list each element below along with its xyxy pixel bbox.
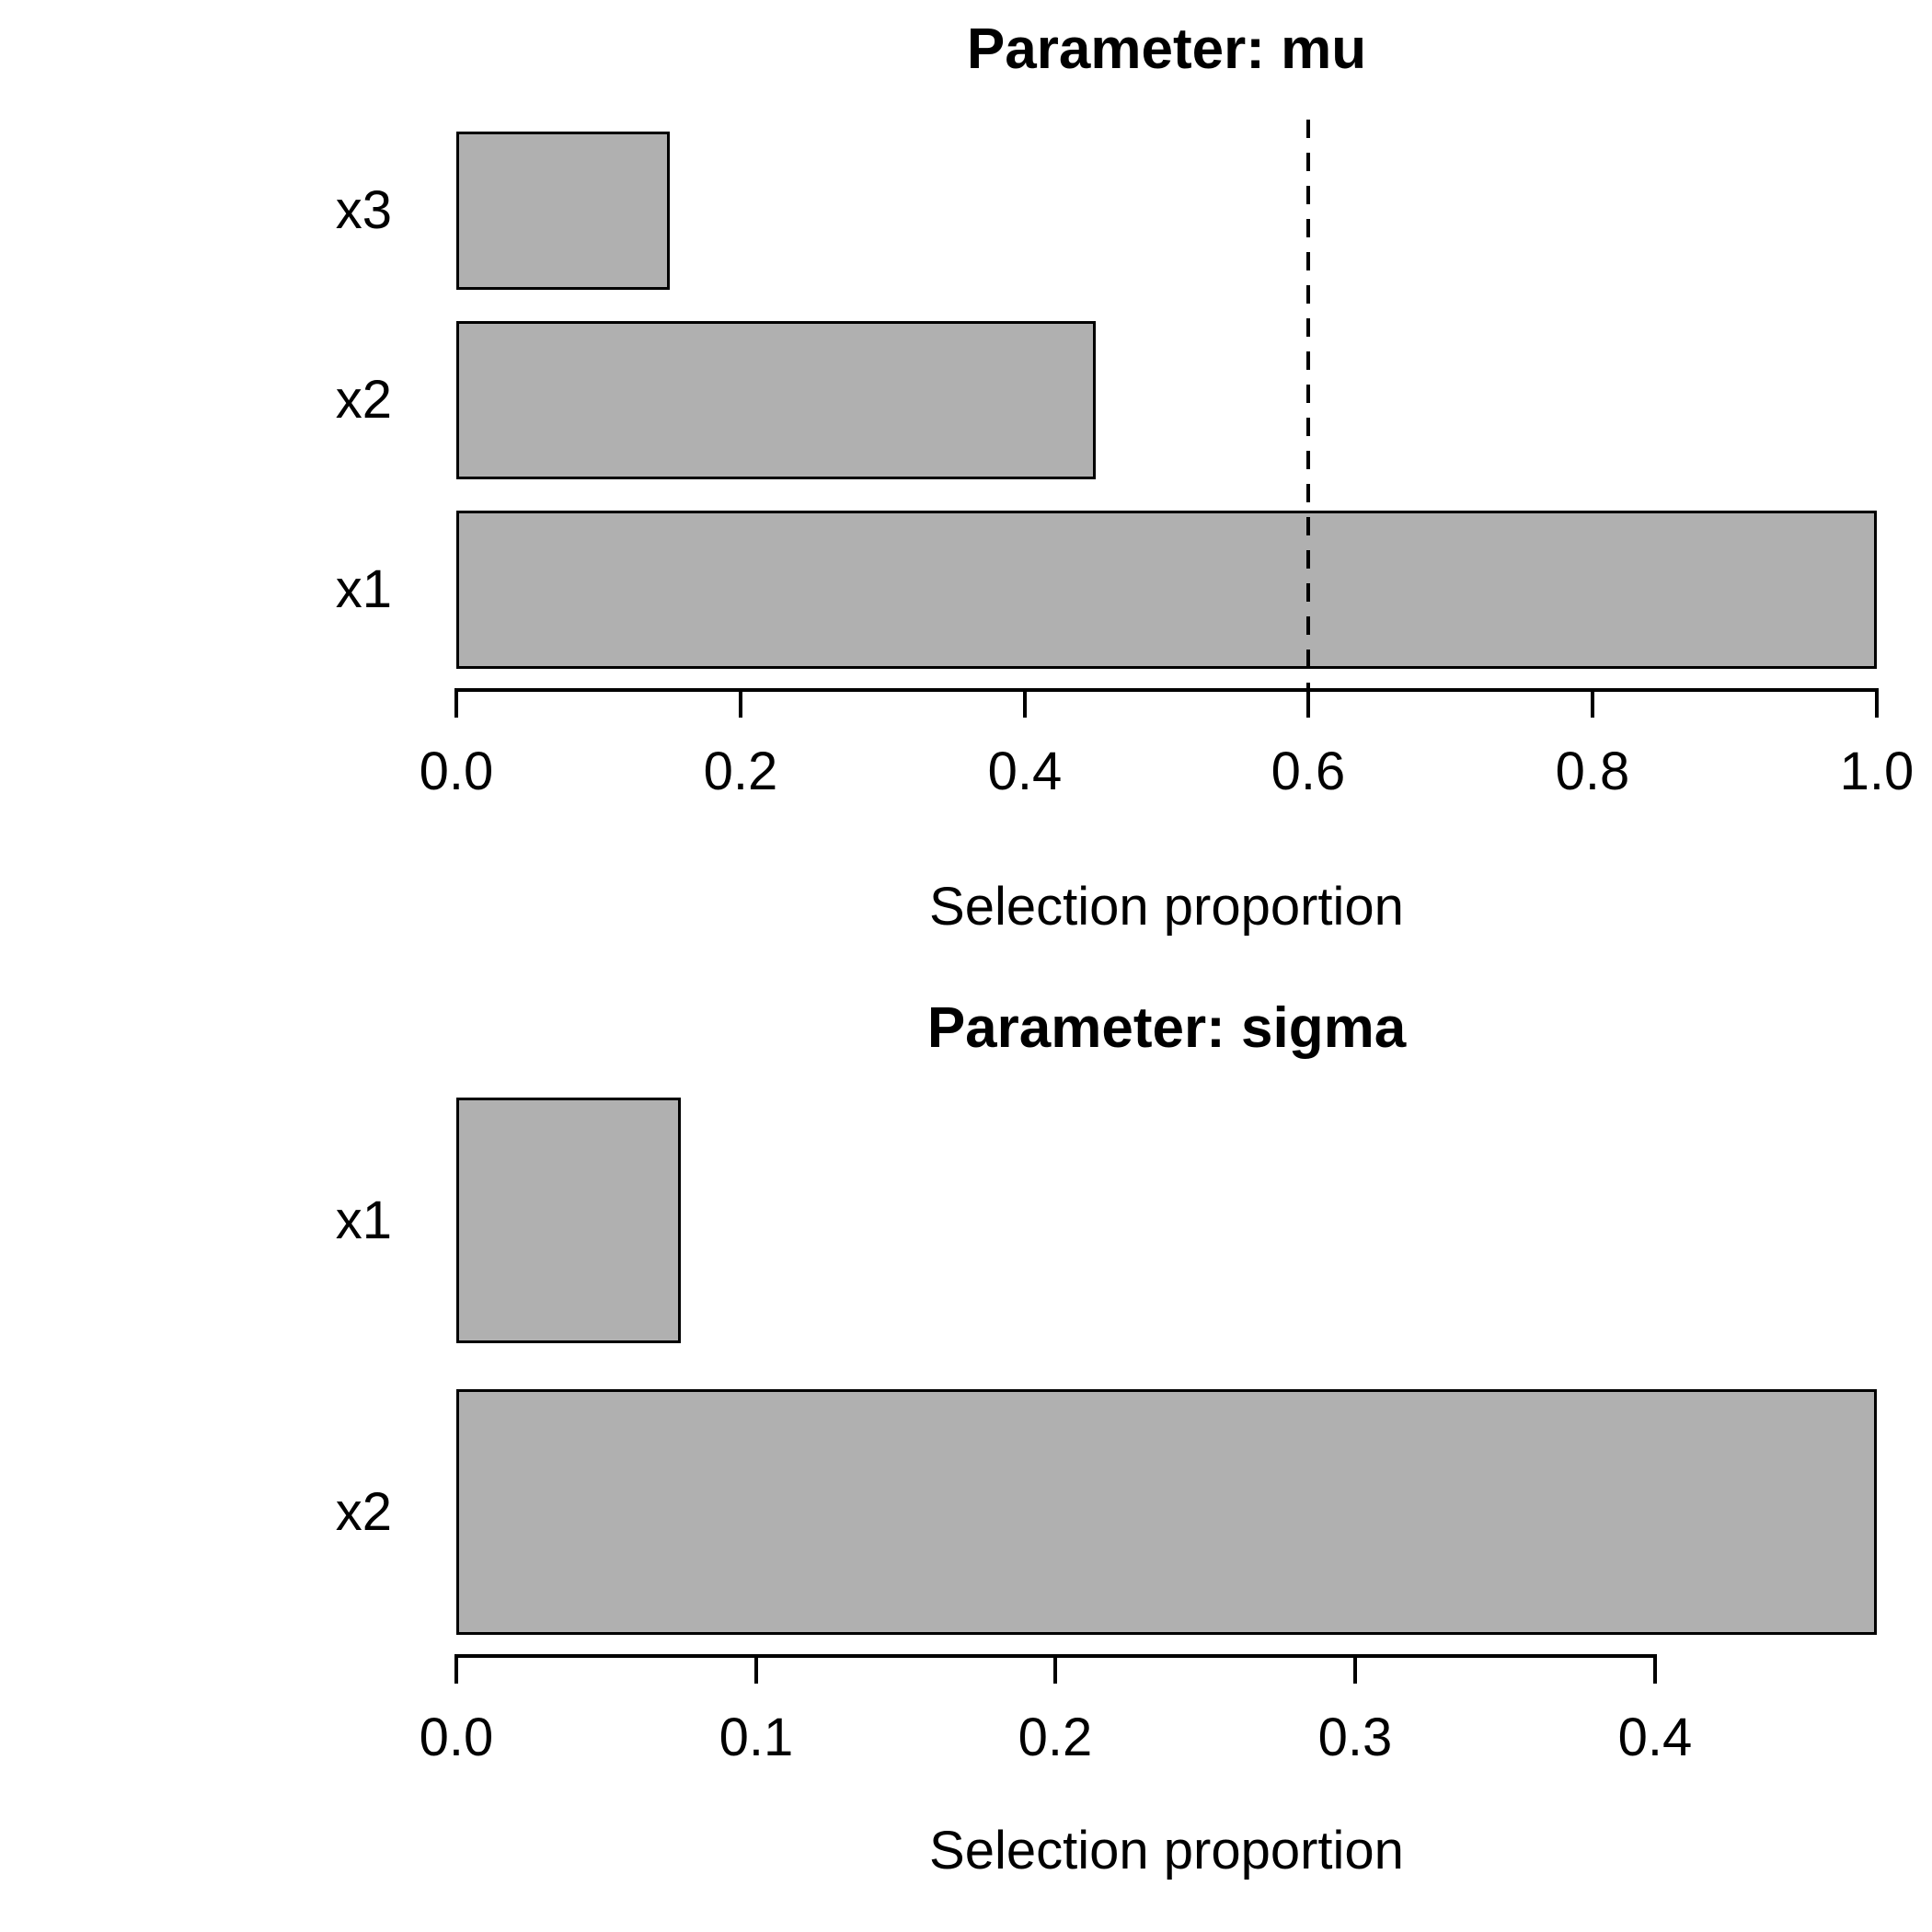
bar-mu-x1 [456, 511, 1877, 669]
bar-sigma-x2 [456, 1389, 1877, 1635]
x-axis-tick-label: 0.4 [1617, 1708, 1693, 1767]
bar-label-x2: x2 [335, 370, 392, 430]
x-axis-tick [1591, 688, 1594, 718]
x-axis-line [454, 688, 1879, 692]
bar-mu-x3 [456, 132, 670, 290]
x-axis-tick-label: 0.2 [1018, 1708, 1093, 1767]
bar-sigma-x1 [456, 1098, 681, 1343]
threshold-dashed-line [1306, 120, 1310, 690]
x-axis-tick-label: 1.0 [1839, 742, 1915, 801]
x-axis-tick-label: 0.4 [987, 742, 1063, 801]
bar-label-x1: x1 [335, 559, 392, 619]
x-axis-tick [754, 1654, 758, 1684]
bar-label-x2: x2 [335, 1482, 392, 1542]
x-axis-tick-label: 0.6 [1271, 742, 1346, 801]
x-axis-tick-label: 0.0 [419, 1708, 494, 1767]
x-axis-tick-label: 0.0 [419, 742, 494, 801]
x-axis-tick [1023, 688, 1027, 718]
x-axis-tick [1053, 1654, 1057, 1684]
bar-label-x3: x3 [335, 180, 392, 240]
chart-mu-title: Parameter: mu [966, 17, 1367, 81]
x-axis-tick-label: 0.8 [1555, 742, 1630, 801]
x-axis-tick-label: 0.2 [703, 742, 778, 801]
x-axis-tick [1353, 1654, 1357, 1684]
bar-label-x1: x1 [335, 1190, 392, 1250]
chart-sigma-title: Parameter: sigma [926, 996, 1407, 1060]
x-axis-tick [1653, 1654, 1657, 1684]
x-axis-tick [454, 688, 458, 718]
chart-sigma-x-axis-label: Selection proportion [929, 1821, 1404, 1880]
x-axis-tick [1306, 688, 1310, 718]
x-axis-tick [739, 688, 742, 718]
x-axis-tick [454, 1654, 458, 1684]
x-axis-tick-label: 0.3 [1317, 1708, 1393, 1767]
x-axis-tick-label: 0.1 [719, 1708, 794, 1767]
x-axis-tick [1875, 688, 1879, 718]
bar-mu-x2 [456, 321, 1096, 479]
chart-mu-x-axis-label: Selection proportion [929, 877, 1404, 937]
